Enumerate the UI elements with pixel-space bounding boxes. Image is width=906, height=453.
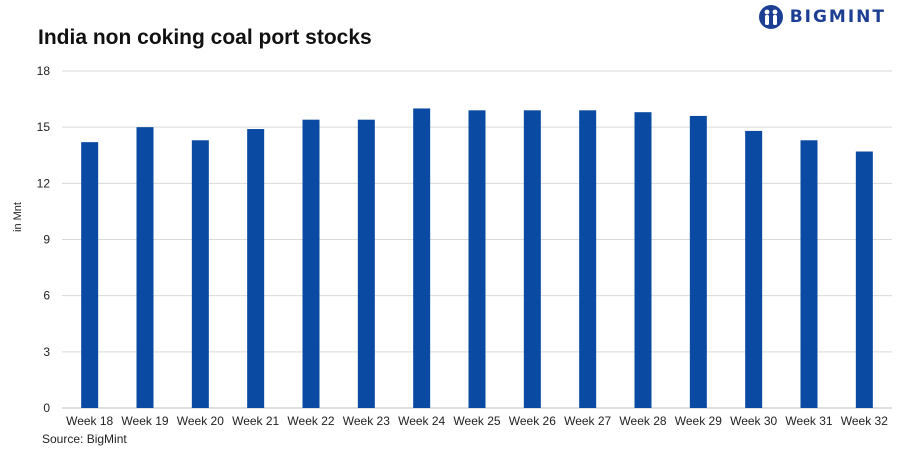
bar <box>302 119 320 408</box>
y-tick-label: 9 <box>43 233 50 247</box>
bar <box>523 110 541 409</box>
x-tick-label: Week 20 <box>177 414 224 428</box>
x-tick-label: Week 29 <box>675 414 722 428</box>
x-tick-label: Week 27 <box>564 414 611 428</box>
bar <box>579 110 597 409</box>
x-tick-label: Week 28 <box>619 414 666 428</box>
bar <box>468 110 486 409</box>
y-tick-label: 6 <box>43 289 50 303</box>
y-tick-label: 18 <box>37 64 51 78</box>
x-tick-label: Week 24 <box>398 414 445 428</box>
bigmint-logo-icon <box>758 5 783 29</box>
bar <box>357 119 375 408</box>
bar <box>247 129 265 409</box>
bar <box>81 142 99 408</box>
x-tick-label: Week 19 <box>121 414 168 428</box>
x-tick-label: Week 21 <box>232 414 279 428</box>
bar <box>413 108 431 408</box>
bar <box>689 115 707 408</box>
brand-logo: BIGMINT <box>758 4 886 30</box>
x-tick-label: Week 18 <box>66 414 113 428</box>
bar <box>745 130 763 408</box>
y-tick-label: 15 <box>37 120 51 134</box>
x-tick-label: Week 26 <box>509 414 556 428</box>
bar <box>855 151 873 408</box>
chart-title: India non coking coal port stocks <box>38 26 372 49</box>
x-tick-label: Week 32 <box>841 414 888 428</box>
y-tick-label: 0 <box>43 401 50 415</box>
x-tick-label: Week 23 <box>343 414 390 428</box>
bar <box>634 112 652 408</box>
x-tick-label: Week 25 <box>453 414 500 428</box>
y-tick-label: 3 <box>43 345 50 359</box>
bar <box>136 127 154 409</box>
bar <box>191 140 209 408</box>
x-tick-label: Week 30 <box>730 414 777 428</box>
bar <box>800 140 818 408</box>
source-note: Source: BigMint <box>42 432 127 446</box>
y-tick-label: 12 <box>37 176 51 190</box>
brand-name: BIGMINT <box>789 7 886 27</box>
x-tick-label: Week 22 <box>287 414 334 428</box>
x-tick-label: Week 31 <box>785 414 832 428</box>
